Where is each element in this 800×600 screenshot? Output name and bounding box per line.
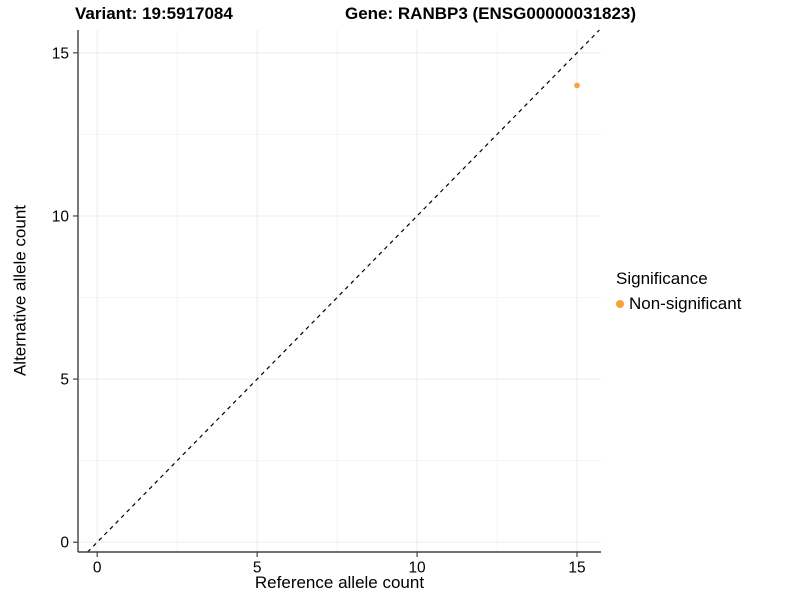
identity-line bbox=[87, 29, 600, 553]
x-tick-label: 0 bbox=[93, 559, 102, 576]
legend-point-swatch bbox=[616, 300, 624, 308]
x-axis-title: Reference allele count bbox=[254, 573, 425, 592]
y-tick-label: 0 bbox=[60, 535, 69, 552]
y-axis-title: Alternative allele count bbox=[10, 204, 30, 377]
plot-title-gene: Gene: RANBP3 (ENSG00000031823) bbox=[345, 4, 637, 23]
x-tick-label: 5 bbox=[253, 559, 262, 576]
legend: Significance Non-significant bbox=[616, 269, 741, 314]
y-tick-label: 10 bbox=[52, 208, 70, 225]
plot-title-variant: Variant: 19:5917084 bbox=[75, 4, 233, 23]
y-tick-label: 5 bbox=[60, 372, 69, 389]
x-tick-label: 15 bbox=[568, 559, 585, 576]
legend-title: Significance bbox=[616, 269, 708, 288]
legend-item-label: Non-significant bbox=[629, 294, 742, 313]
y-tick-label: 15 bbox=[52, 45, 69, 62]
x-tick-label: 10 bbox=[408, 559, 426, 576]
legend-item-non-significant: Non-significant bbox=[616, 294, 741, 314]
data-point bbox=[574, 82, 580, 89]
